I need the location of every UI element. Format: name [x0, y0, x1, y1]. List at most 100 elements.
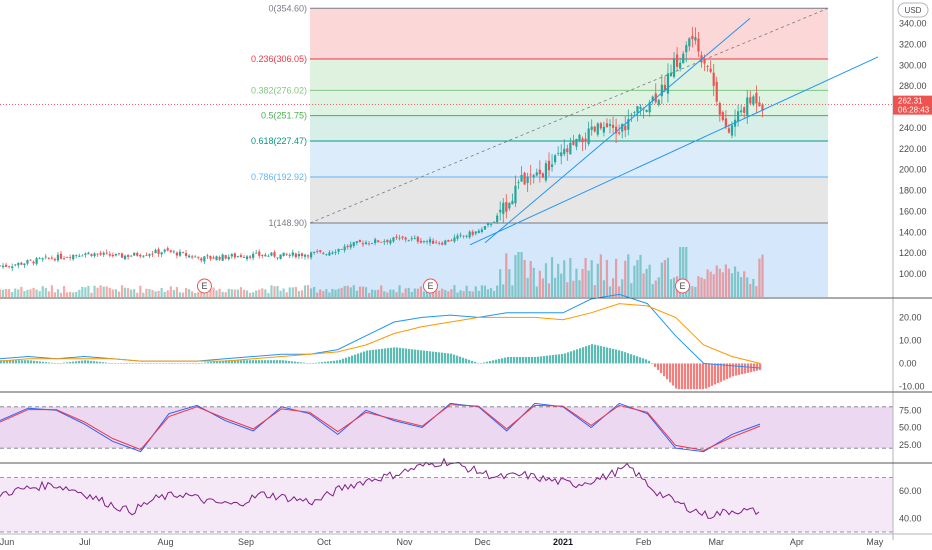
macd-histogram-bar	[672, 363, 675, 386]
time-axis-label: Feb	[636, 537, 652, 547]
macd-histogram-bar	[75, 361, 78, 364]
macd-histogram-bar	[150, 363, 153, 364]
candle	[352, 242, 355, 246]
macd-histogram-bar	[567, 352, 570, 364]
volume-bar	[529, 261, 532, 297]
macd-histogram-bar	[549, 355, 552, 364]
volume-bar	[578, 280, 581, 297]
candle	[685, 45, 688, 53]
candle	[538, 169, 541, 175]
macd-histogram-bar	[600, 346, 603, 364]
macd-histogram-bar	[420, 350, 423, 364]
macd-histogram-bar	[33, 360, 36, 364]
macd-histogram-bar	[27, 360, 30, 364]
candle	[151, 253, 154, 255]
macd-histogram-bar	[480, 363, 483, 364]
candle	[459, 234, 462, 236]
macd-histogram-bar	[276, 360, 279, 364]
candle	[322, 252, 325, 254]
macd-histogram-bar	[294, 361, 297, 364]
candle	[26, 260, 29, 264]
macd-histogram-bar	[543, 356, 546, 364]
macd-histogram-bar	[423, 350, 426, 364]
macd-histogram-bar	[444, 353, 447, 364]
macd-histogram-bar	[654, 363, 657, 367]
volume-bar	[444, 290, 447, 297]
volume-bar	[44, 287, 47, 297]
macd-histogram-bar	[606, 347, 609, 364]
macd-pane[interactable]	[0, 293, 762, 390]
macd-histogram-bar	[264, 360, 267, 364]
volume-bar	[532, 267, 535, 297]
macd-histogram-bar	[402, 348, 405, 364]
macd-histogram-bar	[48, 362, 51, 364]
macd-histogram-bar	[78, 360, 81, 364]
volume-bar	[441, 288, 444, 297]
macd-histogram-bar	[624, 352, 627, 364]
volume-bar	[374, 290, 377, 297]
macd-histogram-bar	[408, 348, 411, 364]
macd-histogram-bar	[693, 363, 696, 390]
volume-bar	[642, 273, 645, 297]
stochastic-pane[interactable]	[0, 402, 893, 453]
volume-bar	[624, 260, 627, 297]
macd-histogram-bar	[228, 360, 231, 364]
candle	[160, 252, 163, 255]
volume-bar	[727, 268, 731, 297]
macd-histogram-bar	[501, 358, 504, 364]
volume-bar	[139, 285, 142, 297]
volume-bar	[197, 292, 200, 297]
candle	[11, 266, 14, 269]
volume-bar	[105, 286, 108, 297]
rsi-tick: 40.00	[899, 513, 922, 523]
macd-histogram-bar	[138, 363, 141, 364]
volume-bar	[172, 289, 175, 297]
macd-histogram-bar	[351, 355, 354, 364]
price-pane[interactable]: 0(354.60) 0.236(306.05) 0.382(276.02) 0.5(2…	[0, 3, 893, 297]
candle	[133, 252, 136, 256]
candle	[523, 172, 526, 185]
macd-histogram-bar	[504, 357, 507, 364]
macd-histogram-bar	[144, 363, 147, 364]
macd-histogram-bar	[450, 353, 453, 364]
candle	[718, 103, 721, 115]
volume-bar	[32, 287, 35, 297]
macd-histogram-bar	[690, 363, 693, 390]
candle	[90, 254, 93, 256]
volume-bar	[245, 290, 249, 297]
macd-histogram-bar	[90, 360, 93, 364]
candle	[639, 106, 642, 110]
volume-bar	[389, 289, 392, 297]
candle	[630, 114, 633, 116]
macd-histogram-bar	[411, 349, 414, 364]
macd-histogram-bar	[270, 360, 273, 364]
volume-bar	[730, 273, 734, 297]
volume-bar	[432, 289, 435, 297]
macd-histogram-bar	[291, 361, 294, 364]
volume-bar	[493, 290, 496, 297]
time-axis-label: Sep	[238, 537, 254, 547]
volume-bar	[679, 247, 682, 297]
macd-histogram-bar	[639, 357, 642, 364]
macd-histogram-bar	[747, 363, 750, 373]
volume-bar	[468, 291, 471, 297]
candle	[605, 123, 609, 128]
volume-bar	[178, 292, 182, 297]
macd-histogram-bar	[561, 353, 564, 364]
rsi-pane[interactable]	[0, 457, 893, 533]
candle	[297, 253, 300, 257]
candle	[218, 257, 221, 260]
macd-histogram-bar	[321, 362, 324, 364]
volume-bar	[608, 286, 612, 297]
macd-histogram-bar	[198, 363, 201, 364]
candle	[364, 242, 368, 245]
macd-histogram-bar	[72, 361, 75, 364]
earnings-marker-label: E	[427, 281, 433, 291]
candle	[505, 202, 508, 212]
candle	[358, 239, 361, 243]
macd-histogram-bar	[489, 361, 492, 364]
macd-histogram-bar	[159, 363, 162, 364]
candle	[87, 252, 90, 255]
candle	[267, 255, 270, 257]
